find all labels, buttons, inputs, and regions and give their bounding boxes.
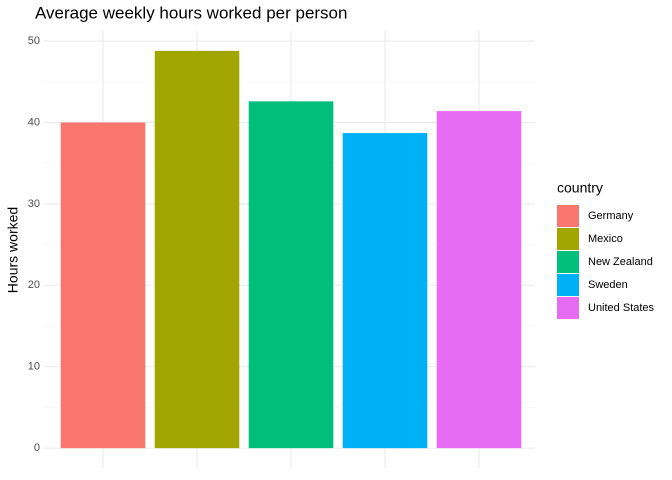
bar bbox=[60, 122, 146, 449]
bar bbox=[248, 101, 334, 449]
legend-label: Mexico bbox=[588, 233, 623, 245]
y-tick-label: 0 bbox=[34, 442, 40, 454]
legend-swatch bbox=[557, 297, 579, 319]
y-tick-label: 40 bbox=[28, 116, 40, 128]
y-tick-label: 50 bbox=[28, 35, 40, 47]
legend-swatch bbox=[557, 251, 579, 273]
y-tick-label: 20 bbox=[28, 279, 40, 291]
bar bbox=[342, 133, 428, 449]
legend-label: Germany bbox=[588, 210, 634, 222]
legend-swatch bbox=[557, 205, 579, 227]
legend-title: country bbox=[557, 180, 603, 196]
y-tick-label: 30 bbox=[28, 198, 40, 210]
bar bbox=[436, 111, 522, 449]
legend-label: New Zealand bbox=[588, 256, 653, 268]
legend-label: Sweden bbox=[588, 279, 628, 291]
chart-title: Average weekly hours worked per person bbox=[35, 3, 347, 22]
y-axis-label: Hours worked bbox=[5, 207, 21, 293]
bar bbox=[154, 50, 240, 449]
legend-swatch bbox=[557, 228, 579, 250]
legend-swatch bbox=[557, 274, 579, 296]
y-tick-label: 10 bbox=[28, 361, 40, 373]
legend-label: United States bbox=[588, 302, 655, 314]
